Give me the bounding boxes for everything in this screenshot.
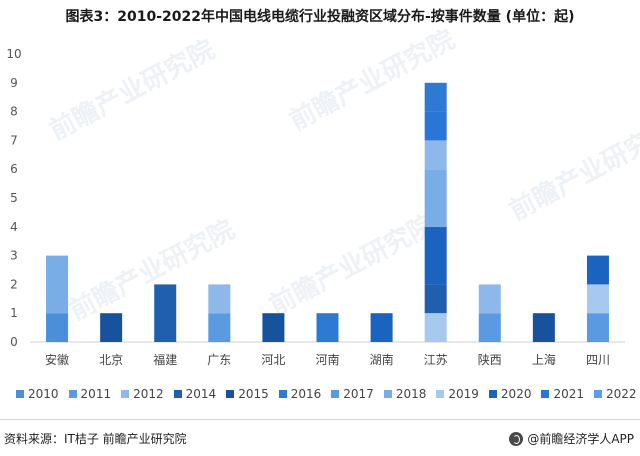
legend-item: 2022	[594, 387, 637, 401]
y-tick-label: 10	[6, 47, 21, 61]
legend-item: 2010	[16, 387, 59, 401]
y-tick-label: 5	[10, 191, 18, 205]
legend-item: 2014	[173, 387, 217, 401]
x-category-label: 福建	[153, 352, 177, 367]
legend-swatch	[488, 390, 497, 398]
legend-swatch	[68, 390, 77, 398]
bar-segment-2015	[100, 313, 123, 342]
legend-label: 2014	[185, 387, 217, 401]
y-tick-label: 8	[10, 105, 18, 119]
legend-swatch	[541, 390, 550, 398]
legend-label: 2012	[133, 387, 164, 401]
legend-label: 2021	[553, 387, 585, 401]
bar-segment-2014	[424, 284, 447, 314]
legend-label: 2016	[290, 387, 322, 401]
x-category-label: 广东	[207, 353, 231, 367]
x-category-label: 安徽	[45, 352, 69, 367]
legend-label: 2011	[80, 387, 112, 401]
y-tick-label: 3	[10, 249, 18, 263]
legend-label: 2020	[500, 387, 532, 401]
legend-swatch	[436, 390, 445, 398]
legend-item: 2020	[488, 387, 532, 401]
legend-swatch	[16, 390, 24, 398]
bar-segment-2017	[208, 313, 231, 342]
legend-label: 2010	[28, 387, 59, 401]
x-category-label: 河南	[315, 352, 339, 367]
legend-swatch	[278, 390, 287, 398]
x-category-label: 河北	[261, 353, 285, 367]
chart-title: 图表3：2010-2022年中国电线电缆行业投融资区域分布-按事件数量 (单位：…	[65, 9, 575, 25]
legend-swatch	[383, 390, 392, 398]
x-category-label: 上海	[532, 352, 556, 367]
bar-segment-2020	[586, 255, 609, 285]
bar-segment-2017	[586, 313, 609, 342]
x-category-label: 陕西	[478, 352, 502, 367]
legend-swatch	[121, 390, 130, 398]
brand-text: @前瞻经济学人APP	[527, 432, 634, 446]
bar-segment-2012	[424, 140, 447, 170]
source-note: 资料来源：IT桔子 前瞻产业研究院	[4, 432, 187, 446]
legend-label: 2017	[343, 387, 374, 401]
legend-label: 2015	[238, 387, 269, 401]
bar-segment-2019	[424, 313, 447, 342]
legend-item: 2012	[121, 387, 164, 401]
legend-swatch	[173, 390, 182, 398]
bar-segment-2020	[424, 226, 447, 285]
legend-item: 2011	[68, 387, 112, 401]
bar-segment-2019	[586, 284, 609, 314]
legend-label: 2018	[395, 387, 427, 401]
y-tick-label: 6	[10, 162, 18, 176]
legend-label: 2022	[606, 387, 637, 401]
legend-item: 2019	[436, 387, 479, 401]
bar-segment-2015	[262, 313, 285, 342]
legend-label: 2019	[448, 387, 479, 401]
bar-segment-2012	[208, 284, 231, 314]
brand-logo-icon	[509, 431, 524, 446]
bar-segment-2014	[154, 284, 177, 342]
x-category-label: 湖南	[370, 352, 394, 367]
legend-item: 2016	[278, 387, 322, 401]
y-tick-label: 7	[10, 133, 18, 147]
bar-segment-2015	[532, 313, 555, 342]
legend-swatch	[331, 390, 340, 398]
bar-segment-2016	[316, 313, 339, 342]
legend-swatch	[594, 390, 603, 398]
bar-segment-2018	[46, 255, 69, 314]
x-category-label: 北京	[99, 353, 123, 367]
bar-segment-2021	[424, 111, 447, 141]
bar-segment-2017	[478, 313, 501, 342]
y-tick-label: 9	[10, 76, 18, 90]
chart-legend: 2010 2011 2012 2014 2015 2016 2017 2018 2019 2020…	[16, 384, 637, 404]
footer-divider	[0, 419, 640, 420]
legend-item: 2021	[541, 387, 584, 401]
y-tick-label: 0	[10, 335, 18, 349]
y-tick-label: 2	[10, 277, 18, 291]
legend-item: 2015	[226, 387, 269, 401]
bar-segment-2018	[424, 169, 447, 227]
x-category-label: 四川	[586, 353, 610, 367]
x-category-label: 江苏	[424, 353, 448, 367]
brand-credit: @前瞻经济学人APP	[509, 430, 634, 447]
stacked-bar-chart: 0 1 2 3 4 5 6 7 8 9 10 安徽 北京 福建 广东 河北 河南 湖南 江苏 陕西 上海 四川	[6, 47, 625, 367]
legend-item: 2018	[383, 387, 427, 401]
bar-segment-2020	[370, 313, 393, 342]
bar-segment-2016	[424, 82, 447, 112]
legend-item: 2017	[331, 387, 374, 401]
y-tick-label: 4	[10, 220, 18, 234]
legend-swatch	[226, 390, 235, 398]
bar-segment-2010	[46, 313, 69, 342]
bar-segment-2012	[478, 284, 501, 314]
y-tick-label: 1	[10, 306, 18, 320]
